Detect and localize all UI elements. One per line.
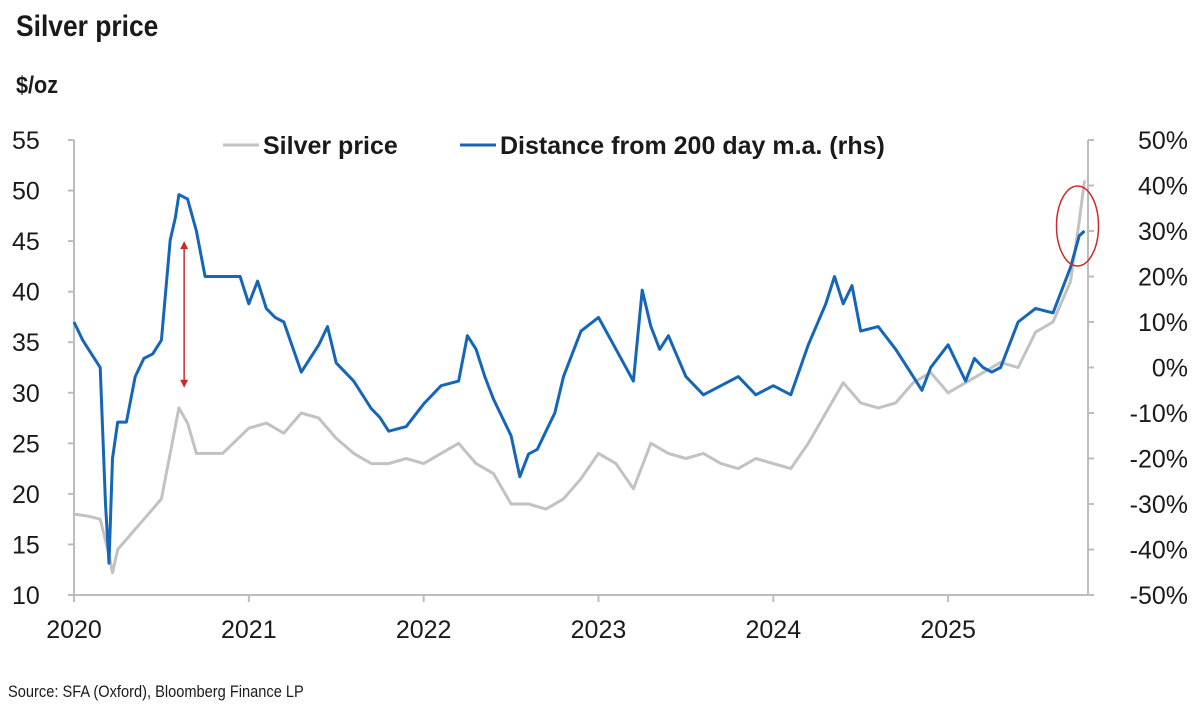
y-left-tick-label: 55 xyxy=(12,127,40,155)
y-left-tick-label: 15 xyxy=(12,531,40,559)
x-tick-label: 2024 xyxy=(745,616,801,644)
annotation-arrow-head-bottom xyxy=(180,379,189,388)
x-tick-label: 2022 xyxy=(396,616,452,644)
y-left-tick-label: 40 xyxy=(12,279,40,307)
source-note: Source: SFA (Oxford), Bloomberg Finance … xyxy=(8,682,304,701)
y-right-tick-label: 0% xyxy=(1152,355,1188,383)
legend-label-distance: Distance from 200 day m.a. (rhs) xyxy=(500,132,885,160)
x-tick-label: 2025 xyxy=(920,616,976,644)
y-left-tick-label: 35 xyxy=(12,329,40,357)
y-right-tick-label: 20% xyxy=(1138,264,1188,292)
y-left-tick-label: 45 xyxy=(12,228,40,256)
y-left-tick-label: 25 xyxy=(12,430,40,458)
y-left-tick-label: 50 xyxy=(12,178,40,206)
y-right-tick-label: -40% xyxy=(1130,537,1188,565)
y-right-tick-label: 40% xyxy=(1138,173,1188,201)
axes-group xyxy=(73,140,1089,596)
annotations-group xyxy=(180,185,1100,388)
y-right-tick-label: 30% xyxy=(1138,218,1188,246)
y-left-tick-label: 20 xyxy=(12,481,40,509)
x-tick-label: 2023 xyxy=(571,616,627,644)
x-tick-label: 2021 xyxy=(221,616,277,644)
y-right-tick-label: -20% xyxy=(1130,446,1188,474)
y-right-tick-label: -30% xyxy=(1130,491,1188,519)
x-axis-ticks: 2020 2021 2022 2023 2024 2025 xyxy=(46,595,976,644)
y-left-tick-label: 30 xyxy=(12,380,40,408)
y-axis-unit-label: $/oz xyxy=(16,72,59,99)
x-tick-label: 2020 xyxy=(46,616,102,644)
annotation-highlight-ellipse xyxy=(1055,185,1100,267)
y-right-tick-label: 50% xyxy=(1138,127,1188,155)
series-line-silver-price xyxy=(73,180,1086,575)
legend-label-silver-price: Silver price xyxy=(263,132,398,160)
legend: Silver price Distance from 200 day m.a. … xyxy=(223,132,885,160)
series-line-distance-200dma xyxy=(72,193,1086,565)
annotation-arrow-head-top xyxy=(180,241,189,250)
y-right-tick-label: -10% xyxy=(1130,400,1188,428)
y-axis-left-ticks: 55 50 45 40 35 30 25 20 15 10 xyxy=(12,127,74,610)
chart-title: Silver price xyxy=(16,10,159,43)
y-left-tick-label: 10 xyxy=(12,582,40,610)
y-right-tick-label: -50% xyxy=(1130,582,1188,610)
series-group xyxy=(72,180,1086,575)
y-right-tick-label: 10% xyxy=(1138,309,1188,337)
y-axis-right-ticks: 50% 40% 30% 20% 10% 0% -10% -20% -30% -40% -50% xyxy=(1088,127,1188,610)
